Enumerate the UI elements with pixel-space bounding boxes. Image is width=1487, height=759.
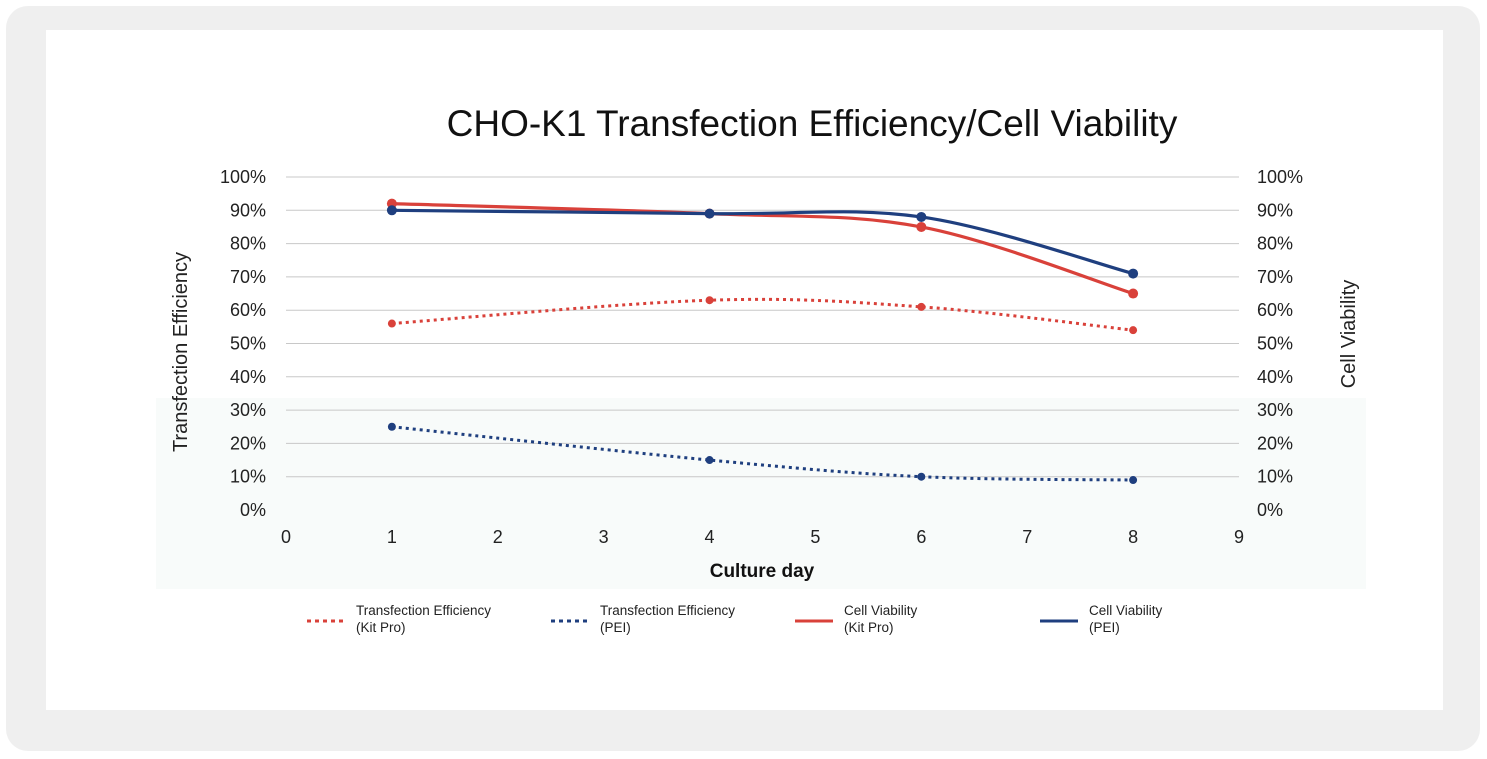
x-tick: 1	[387, 527, 397, 547]
chart-title: CHO-K1 Transfection Efficiency/Cell Viab…	[447, 103, 1178, 144]
data-point	[387, 319, 396, 328]
x-tick: 2	[493, 527, 503, 547]
legend: Transfection Efficiency (Kit Pro) Transfec…	[307, 603, 1163, 635]
y-tick-left: 100%	[220, 167, 266, 187]
grid	[286, 176, 1239, 478]
right-axis-title: Cell Viability	[1338, 280, 1360, 389]
legend-label: Transfection Efficiency	[356, 603, 491, 618]
y-tick-right: 70%	[1257, 267, 1293, 287]
data-point	[1129, 476, 1138, 485]
y-tick-left: 0%	[240, 500, 266, 520]
y-tick-right: 30%	[1257, 400, 1293, 420]
data-point	[704, 208, 715, 219]
y-tick-right: 40%	[1257, 367, 1293, 387]
data-point	[916, 221, 927, 232]
legend-label: Cell Viability	[844, 603, 918, 618]
y-tick-left: 60%	[230, 300, 266, 320]
x-tick: 7	[1022, 527, 1032, 547]
y-tick-left: 70%	[230, 267, 266, 287]
series-line	[391, 425, 1134, 482]
left-axis-title: Transfection Efficiency	[170, 252, 192, 452]
y-tick-right: 90%	[1257, 200, 1293, 220]
legend-label: (Kit Pro)	[844, 620, 894, 635]
series-line	[390, 202, 1135, 296]
data-point	[917, 302, 926, 311]
legend-label: Transfection Efficiency	[600, 603, 735, 618]
data-point	[1128, 268, 1139, 279]
legend-label: (PEI)	[1089, 620, 1120, 635]
x-tick: 6	[916, 527, 926, 547]
y-tick-right: 100%	[1257, 167, 1303, 187]
series-group	[386, 198, 1139, 485]
y-tick-left: 40%	[230, 367, 266, 387]
y-tick-right: 20%	[1257, 433, 1293, 453]
y-tick-right: 0%	[1257, 500, 1283, 520]
x-tick: 3	[599, 527, 609, 547]
y-tick-right: 60%	[1257, 300, 1293, 320]
data-point	[386, 205, 397, 216]
data-point	[387, 422, 396, 431]
x-tick: 9	[1234, 527, 1244, 547]
legend-label: (Kit Pro)	[356, 620, 406, 635]
data-point	[705, 296, 714, 305]
data-point	[916, 211, 927, 222]
legend-label: Cell Viability	[1089, 603, 1163, 618]
chart-card	[46, 30, 1443, 710]
y-tick-left: 20%	[230, 433, 266, 453]
x-tick: 5	[810, 527, 820, 547]
data-point	[1129, 326, 1138, 335]
y-tick-left: 90%	[230, 200, 266, 220]
y-tick-left: 30%	[230, 400, 266, 420]
x-tick: 8	[1128, 527, 1138, 547]
x-tick: 4	[705, 527, 715, 547]
plot-shade	[156, 398, 1366, 589]
data-point	[917, 472, 926, 481]
y-tick-left: 50%	[230, 334, 266, 354]
x-axis-title: Culture day	[710, 561, 815, 582]
legend-label: (PEI)	[600, 620, 631, 635]
data-point	[1128, 288, 1139, 299]
y-tick-left: 80%	[230, 234, 266, 254]
y-tick-right: 80%	[1257, 234, 1293, 254]
data-point	[705, 456, 714, 465]
right-y-axis: 0% 10% 20% 30% 40% 50% 60% 70% 80% 90% 100%	[1257, 167, 1303, 520]
y-tick-right: 10%	[1257, 467, 1293, 487]
series-line	[391, 297, 1134, 332]
y-tick-left: 10%	[230, 467, 266, 487]
series-line	[390, 208, 1135, 276]
left-y-axis: 0% 10% 20% 30% 40% 50% 60% 70% 80% 90% 100%	[220, 167, 266, 520]
x-axis: 0 1 2 3 4 5 6 7 8 9	[281, 527, 1244, 547]
x-tick: 0	[281, 527, 291, 547]
y-tick-right: 50%	[1257, 334, 1293, 354]
